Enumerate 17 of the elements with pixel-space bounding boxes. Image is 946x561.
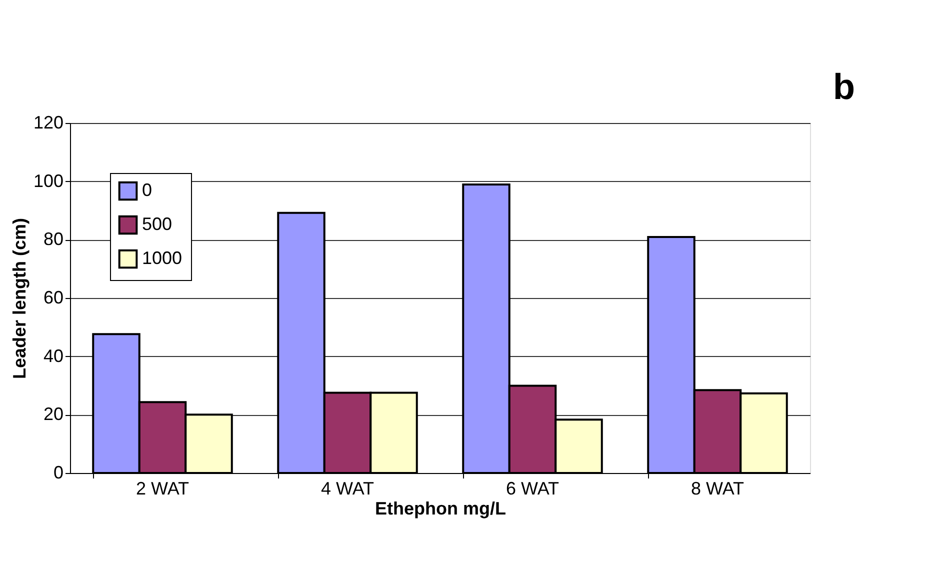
y-tick-label: 40 — [43, 346, 64, 366]
x-axis-title: Ethephon mg/L — [375, 498, 506, 518]
legend-label: 1000 — [142, 248, 182, 268]
x-tick-label: 6 WAT — [506, 478, 560, 498]
legend-label: 0 — [142, 180, 152, 200]
x-tick-label: 4 WAT — [321, 478, 374, 498]
x-tick-label: 8 WAT — [691, 478, 744, 498]
y-tick-label: 80 — [43, 229, 64, 250]
legend-label: 500 — [142, 214, 172, 234]
y-axis-title: Leader length (cm) — [9, 218, 30, 380]
y-tick-label: 120 — [33, 112, 64, 132]
y-tick-label: 20 — [43, 404, 64, 424]
x-tick-label: 2 WAT — [136, 478, 190, 498]
y-tick-label: 60 — [43, 288, 64, 308]
y-tick-label: 0 — [53, 462, 64, 482]
y-tick-label: 100 — [33, 170, 64, 191]
text: b — [833, 66, 855, 107]
